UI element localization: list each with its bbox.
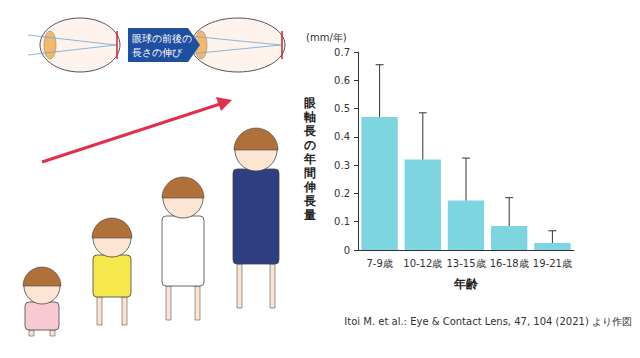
svg-text:7-9歳: 7-9歳 [366,258,392,269]
svg-text:眼: 眼 [304,96,317,110]
svg-text:19-21歳: 19-21歳 [533,258,572,269]
svg-text:0.4: 0.4 [334,131,350,142]
svg-text:16-18歳: 16-18歳 [490,258,529,269]
svg-text:(mm/年): (mm/年) [306,32,347,43]
svg-text:眼球の前後の: 眼球の前後の [132,33,192,44]
svg-text:0: 0 [344,245,350,256]
svg-text:0.6: 0.6 [334,75,350,86]
svg-text:10-12歳: 10-12歳 [403,258,442,269]
svg-text:Itoi M. et al.: Eye & Contact: Itoi M. et al.: Eye & Contact Lens, 47, … [344,316,632,327]
svg-text:長: 長 [303,124,316,138]
svg-text:軸: 軸 [303,110,316,124]
svg-text:長さの伸び: 長さの伸び [132,47,183,58]
svg-text:年齢: 年齢 [453,277,479,291]
svg-text:0.3: 0.3 [334,160,350,171]
svg-text:0.1: 0.1 [334,216,350,227]
svg-text:量: 量 [303,208,316,222]
svg-text:長: 長 [303,194,316,208]
svg-text:間: 間 [304,166,316,180]
svg-text:の: の [304,138,316,152]
svg-text:年: 年 [303,152,316,166]
svg-text:13-15歳: 13-15歳 [446,258,485,269]
svg-text:0.5: 0.5 [334,103,350,114]
svg-text:0.2: 0.2 [334,188,350,199]
svg-text:0.7: 0.7 [334,47,350,58]
svg-text:伸: 伸 [303,180,316,194]
